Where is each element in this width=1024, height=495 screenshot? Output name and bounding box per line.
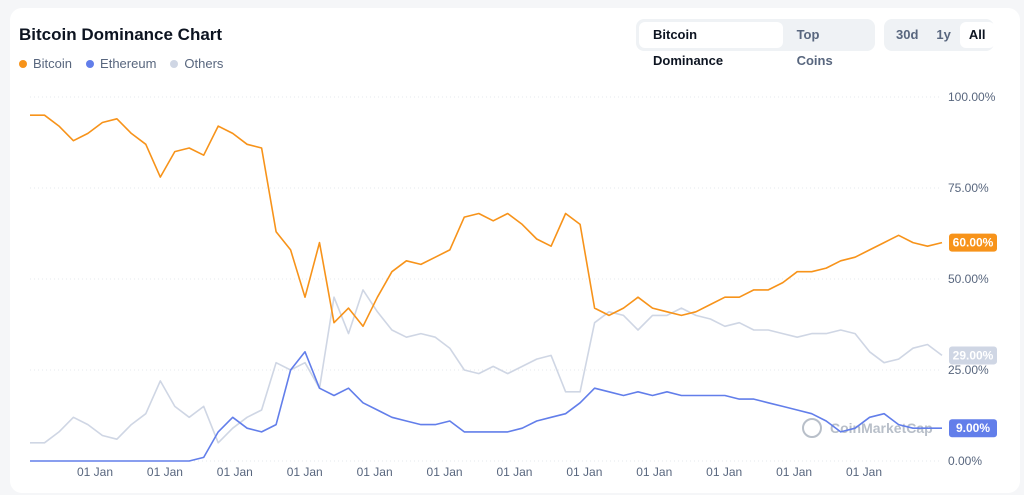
view-toggle: Bitcoin Dominance Top Coins	[636, 19, 875, 68]
x-tick-label: 01 Jan	[636, 465, 672, 479]
range-toggle: 30d 1y All	[884, 19, 995, 51]
watermark-logo: CoinMarketCap	[830, 420, 933, 436]
legend-dot-bitcoin	[19, 59, 27, 68]
series-line-ethereum	[30, 350, 942, 462]
x-tick-label: 01 Jan	[427, 465, 463, 479]
legend-item-ethereum[interactable]: Ethereum	[86, 56, 156, 71]
x-tick-label: 01 Jan	[776, 465, 812, 479]
y-tick-label: 100.00%	[948, 90, 996, 104]
tab-top-coins[interactable]: Top Coins	[796, 27, 833, 68]
range-1y-button[interactable]: 1y	[936, 27, 951, 42]
x-tick-label: 01 Jan	[217, 465, 253, 479]
legend-label-others: Others	[184, 56, 224, 71]
x-tick-label: 01 Jan	[147, 465, 183, 479]
legend-item-bitcoin[interactable]: Bitcoin	[19, 56, 72, 71]
tab-bitcoin-dominance[interactable]: Bitcoin Dominance	[639, 22, 783, 68]
legend-label-ethereum: Ethereum	[100, 56, 157, 71]
x-tick-label: 01 Jan	[496, 465, 532, 479]
y-tick-label: 75.00%	[948, 181, 989, 195]
current-value-label-bitcoin: 60.00%	[953, 236, 994, 250]
y-tick-label: 25.00%	[948, 363, 989, 377]
y-tick-label: 0.00%	[948, 454, 982, 468]
x-tick-label: 01 Jan	[706, 465, 742, 479]
legend-label-bitcoin: Bitcoin	[33, 56, 73, 71]
coinmarketcap-icon	[802, 418, 822, 438]
chart-legend: Bitcoin Ethereum Others	[19, 56, 223, 71]
legend-dot-others	[170, 59, 179, 68]
chart-title: Bitcoin Dominance Chart	[19, 25, 223, 44]
chart-card	[10, 8, 1020, 493]
x-tick-label: 01 Jan	[566, 465, 602, 479]
x-tick-label: 01 Jan	[77, 465, 113, 479]
series-line-others	[30, 289, 943, 444]
current-value-label-ethereum: 9.00%	[956, 421, 990, 435]
current-value-label-others: 29.00%	[953, 348, 994, 362]
range-all-button[interactable]: All	[959, 22, 995, 48]
current-value-badge-ethereum	[949, 419, 997, 438]
x-tick-label: 01 Jan	[357, 465, 393, 479]
y-tick-label: 50.00%	[948, 272, 989, 286]
range-30d-button[interactable]: 30d	[896, 27, 919, 42]
series-line-bitcoin	[30, 114, 943, 328]
legend-item-others[interactable]: Others	[170, 56, 223, 71]
current-value-badge-others	[949, 346, 997, 365]
current-value-badge-bitcoin	[949, 233, 997, 252]
legend-dot-ethereum	[86, 59, 95, 68]
x-tick-label: 01 Jan	[287, 465, 323, 479]
x-tick-label: 01 Jan	[846, 465, 882, 479]
